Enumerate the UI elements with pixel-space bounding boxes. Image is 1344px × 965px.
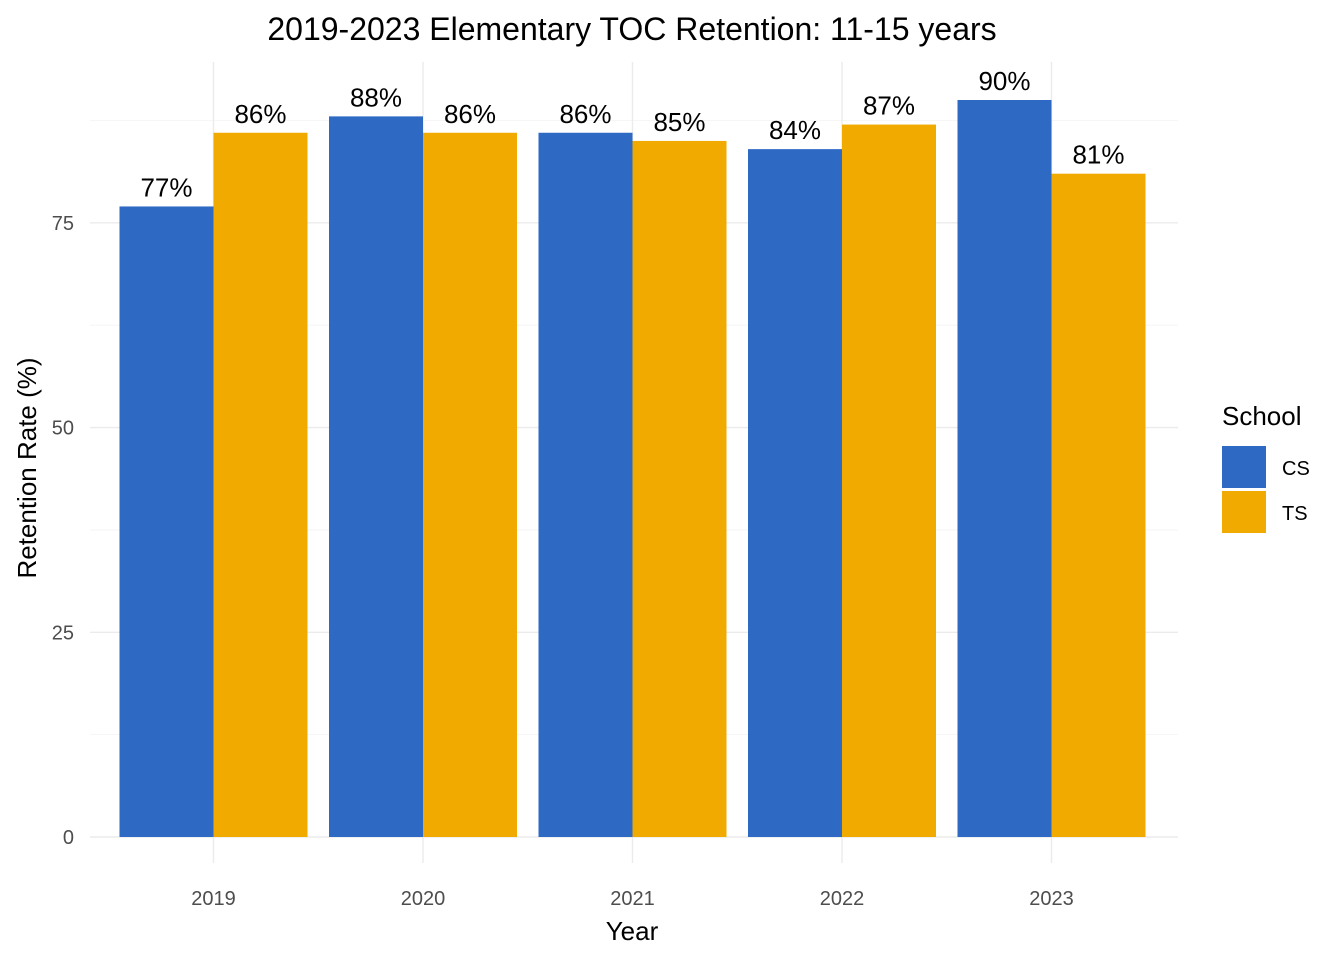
- data-label-ts-2019: 86%: [234, 99, 286, 129]
- bar-cs-2019: [119, 206, 214, 837]
- chart-title: 2019-2023 Elementary TOC Retention: 11-1…: [267, 11, 996, 47]
- legend-label-cs: CS: [1282, 458, 1310, 480]
- y-tick-label: 25: [52, 622, 74, 644]
- bar-cs-2022: [748, 149, 842, 838]
- y-tick-label: 50: [52, 418, 74, 440]
- data-label-ts-2023: 81%: [1072, 140, 1124, 170]
- x-tick-label: 2020: [401, 888, 446, 910]
- x-tick-label: 2023: [1029, 888, 1074, 910]
- data-label-ts-2021: 85%: [653, 107, 705, 137]
- data-label-cs-2023: 90%: [978, 66, 1030, 96]
- axes-layer: 0 25 50 75 2019 2020 2021 2022 2023: [52, 213, 1074, 910]
- data-label-ts-2022: 87%: [863, 91, 915, 121]
- x-tick-label: 2021: [610, 888, 655, 910]
- data-label-ts-2020: 86%: [444, 99, 496, 129]
- legend-swatch-ts: [1222, 491, 1266, 533]
- x-tick-label: 2019: [191, 888, 236, 910]
- bar-ts-2019: [213, 132, 308, 837]
- bar-ts-2022: [842, 124, 936, 838]
- y-tick-label: 0: [63, 827, 74, 849]
- bar-cs-2021: [538, 132, 633, 837]
- y-axis-title: Retention Rate (%): [12, 357, 42, 578]
- legend: School CS TS: [1222, 401, 1310, 533]
- legend-title: School: [1222, 401, 1302, 431]
- bar-cs-2023: [957, 100, 1052, 837]
- bar-ts-2021: [632, 140, 727, 837]
- bars-layer: [119, 100, 1146, 838]
- x-tick-label: 2022: [820, 888, 865, 910]
- data-label-cs-2020: 88%: [350, 82, 402, 112]
- data-label-cs-2021: 86%: [559, 99, 611, 129]
- data-label-cs-2022: 84%: [769, 115, 821, 145]
- data-label-cs-2019: 77%: [140, 172, 192, 202]
- legend-label-ts: TS: [1282, 503, 1308, 525]
- legend-items: CS TS: [1222, 446, 1310, 533]
- y-tick-label: 75: [52, 213, 74, 235]
- data-labels-layer: 77% 88% 86% 84% 90% 86% 86% 85% 87% 81%: [140, 66, 1124, 202]
- bar-ts-2023: [1051, 173, 1146, 837]
- bar-ts-2020: [423, 132, 517, 837]
- x-axis-title: Year: [606, 916, 659, 946]
- legend-swatch-cs: [1222, 446, 1266, 488]
- bar-cs-2020: [329, 116, 423, 837]
